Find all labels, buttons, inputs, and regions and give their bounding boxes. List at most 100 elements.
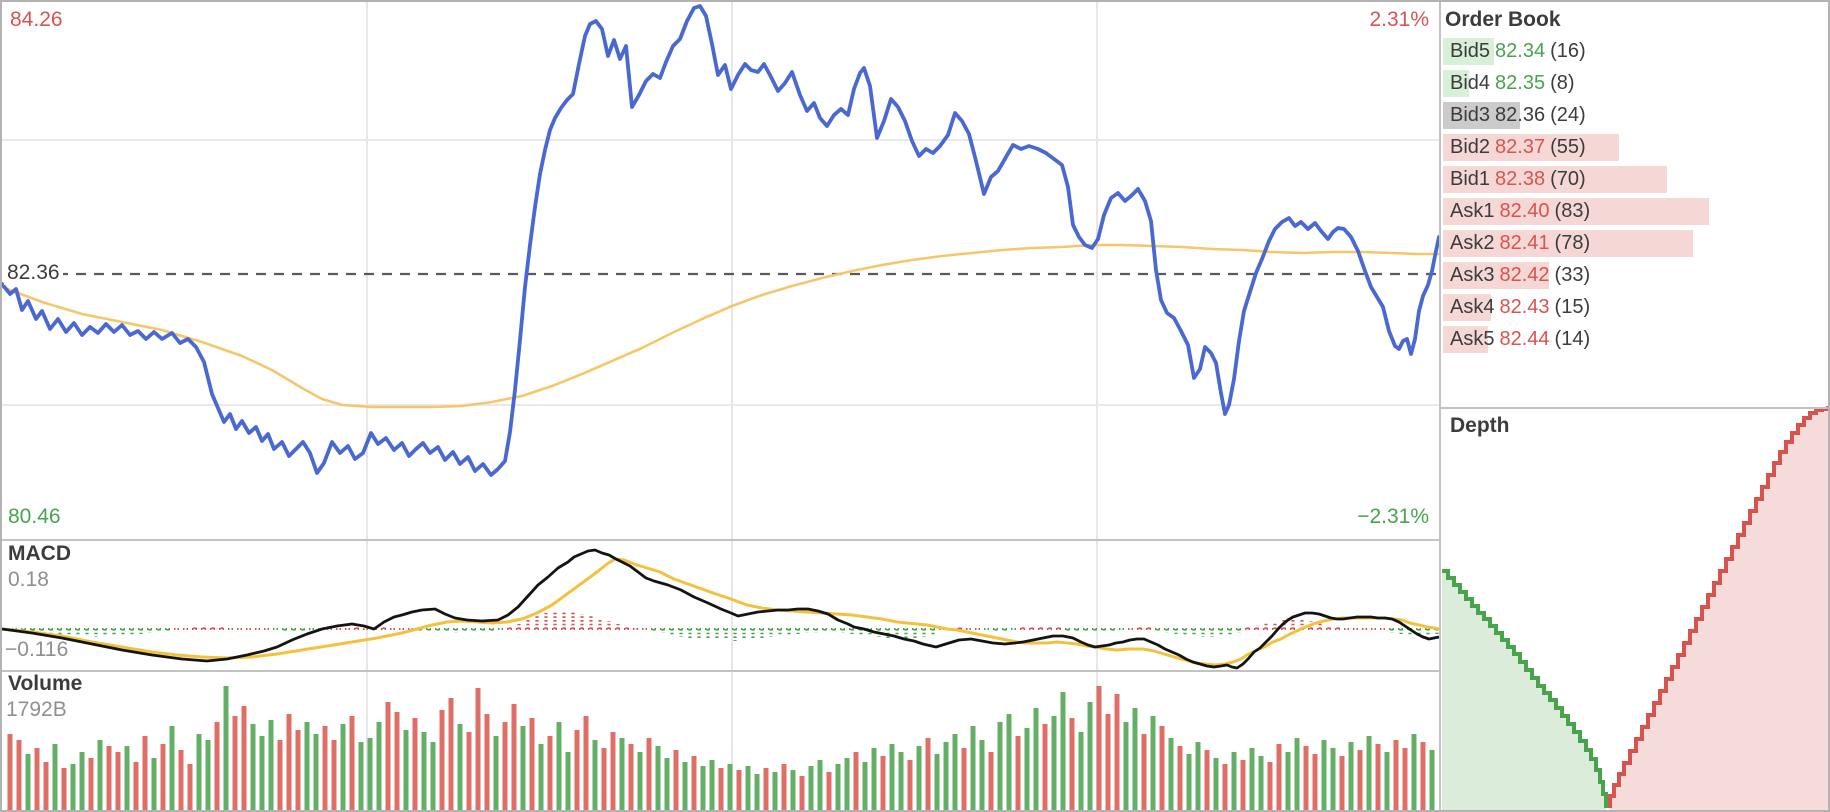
order-book-row-label: Bid1 bbox=[1450, 168, 1491, 190]
order-book-row-price: 82.34 bbox=[1495, 40, 1546, 62]
order-book-row-qty: (70) bbox=[1550, 168, 1586, 190]
volume-bar bbox=[331, 740, 337, 810]
volume-bar bbox=[1258, 756, 1264, 810]
volume-bar bbox=[160, 744, 166, 810]
volume-bar bbox=[277, 740, 283, 810]
vertical-gridline bbox=[731, 2, 733, 810]
macd-dea-line bbox=[2, 557, 1440, 667]
order-book-row[interactable]: Bid2 82.37 (55) bbox=[1443, 134, 1828, 161]
price-line bbox=[2, 4, 1441, 477]
volume-bar bbox=[1195, 742, 1201, 810]
volume-bar bbox=[1060, 692, 1066, 810]
volume-bar bbox=[259, 736, 265, 810]
volume-bar bbox=[1240, 760, 1246, 810]
volume-bar bbox=[997, 722, 1003, 810]
volume-bar bbox=[457, 724, 463, 810]
volume-bar bbox=[223, 686, 229, 810]
volume-bar bbox=[1150, 716, 1156, 810]
order-book-row-price: 82.43 bbox=[1499, 296, 1550, 318]
order-book-row-qty: (8) bbox=[1550, 72, 1575, 94]
volume-bar bbox=[610, 732, 616, 810]
volume-bar bbox=[1357, 750, 1363, 810]
volume-bar bbox=[709, 760, 715, 810]
order-book-row-qty: (15) bbox=[1554, 296, 1591, 318]
order-book-row-qty: (33) bbox=[1554, 264, 1591, 286]
order-book-row[interactable]: Bid3 82.36 (24) bbox=[1443, 102, 1828, 129]
volume-bar bbox=[295, 730, 301, 810]
volume-bar bbox=[754, 774, 760, 810]
volume-bar bbox=[1285, 752, 1291, 810]
order-book-row[interactable]: Bid5 82.34 (16) bbox=[1443, 38, 1828, 65]
volume-bar bbox=[304, 722, 310, 810]
depth-ask-line bbox=[1608, 406, 1828, 808]
volume-bar bbox=[952, 734, 958, 810]
volume-bar bbox=[124, 746, 130, 810]
volume-bar bbox=[403, 730, 409, 810]
volume-bar bbox=[934, 754, 940, 810]
volume-bar bbox=[790, 770, 796, 810]
order-book-row-qty: (78) bbox=[1554, 232, 1591, 254]
horizontal-gridline bbox=[2, 139, 1439, 141]
volume-bar bbox=[772, 772, 778, 810]
volume-bar bbox=[493, 736, 499, 810]
volume-bar bbox=[601, 748, 607, 810]
orderbook-depth-divider bbox=[1439, 407, 1828, 409]
volume-bar bbox=[1069, 718, 1075, 810]
volume-bar bbox=[835, 764, 841, 810]
volume-bar bbox=[34, 748, 40, 810]
volume-bar bbox=[979, 740, 985, 810]
volume-bar bbox=[538, 744, 544, 810]
volume-bar bbox=[583, 716, 589, 810]
volume-bar bbox=[925, 738, 931, 810]
volume-bar bbox=[1015, 736, 1021, 810]
price-macd-divider bbox=[2, 539, 1441, 541]
volume-bar bbox=[574, 730, 580, 810]
volume-bar bbox=[673, 750, 679, 810]
order-book-row[interactable]: Ask2 82.41 (78) bbox=[1443, 230, 1828, 257]
order-book-row[interactable]: Bid1 82.38 (70) bbox=[1443, 166, 1828, 193]
volume-bar bbox=[367, 738, 373, 810]
order-book-row[interactable]: Ask4 82.43 (15) bbox=[1443, 294, 1828, 321]
volume-bar bbox=[988, 752, 994, 810]
order-book-row-price: 82.44 bbox=[1499, 328, 1550, 350]
volume-bar bbox=[1042, 724, 1048, 810]
order-book-row-qty: (24) bbox=[1550, 104, 1586, 126]
order-book-row[interactable]: Ask1 82.40 (83) bbox=[1443, 198, 1828, 225]
volume-bar bbox=[1213, 758, 1219, 810]
volume-bar bbox=[322, 726, 328, 810]
order-book-row[interactable]: Ask5 82.44 (14) bbox=[1443, 326, 1828, 353]
volume-bar bbox=[475, 688, 481, 810]
volume-bar bbox=[799, 776, 805, 810]
vertical-gridline bbox=[1096, 2, 1098, 810]
volume-bar bbox=[1114, 694, 1120, 810]
volume-bar bbox=[637, 752, 643, 810]
volume-bar bbox=[1384, 752, 1390, 810]
volume-bar bbox=[529, 718, 535, 810]
volume-bar bbox=[1420, 742, 1426, 810]
volume-bar bbox=[214, 722, 220, 810]
order-book-rows: Bid5 82.34 (16) Bid4 82.35 (8) Bid3 82.3… bbox=[1443, 38, 1828, 353]
volume-bar bbox=[619, 738, 625, 810]
volume-bar bbox=[1375, 744, 1381, 810]
order-book-row[interactable]: Ask3 82.42 (33) bbox=[1443, 262, 1828, 289]
order-book-row-qty: (14) bbox=[1554, 328, 1591, 350]
volume-bar bbox=[592, 740, 598, 810]
order-book-row-label: Ask3 bbox=[1450, 264, 1495, 286]
order-book-row[interactable]: Bid4 82.35 (8) bbox=[1443, 70, 1828, 97]
order-book-row-label: Ask1 bbox=[1450, 200, 1495, 222]
volume-bar bbox=[808, 766, 814, 810]
order-book-row-label: Ask4 bbox=[1450, 296, 1495, 318]
volume-bar bbox=[1348, 742, 1354, 810]
volume-bar bbox=[52, 744, 58, 810]
volume-bar bbox=[1321, 740, 1327, 810]
order-book-title: Order Book bbox=[1445, 8, 1561, 31]
volume-bar bbox=[196, 734, 202, 810]
volume-bar bbox=[736, 770, 742, 810]
volume-bar bbox=[1231, 752, 1237, 810]
volume-bar bbox=[1141, 734, 1147, 810]
volume-bar bbox=[628, 744, 634, 810]
volume-bar bbox=[448, 698, 454, 810]
order-book-row-price: 82.40 bbox=[1499, 200, 1550, 222]
volume-bar bbox=[862, 762, 868, 810]
